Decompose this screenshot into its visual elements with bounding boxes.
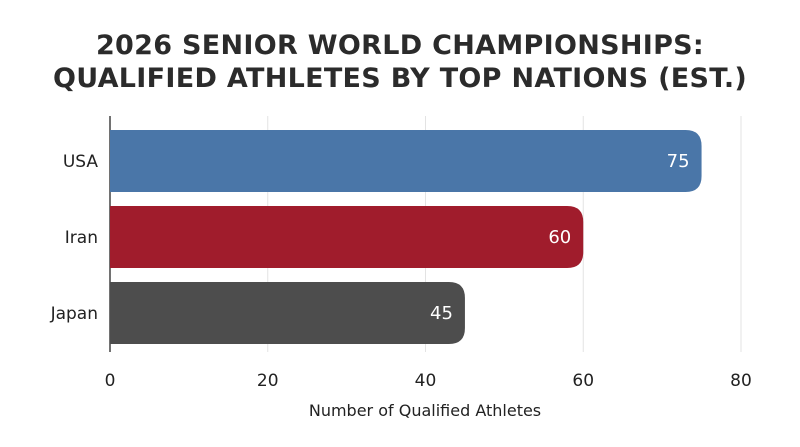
bar-usa (110, 130, 702, 192)
category-label-usa: USA (63, 152, 99, 172)
x-tick-label-60: 60 (572, 371, 594, 391)
bar-japan (110, 282, 465, 344)
x-tick-label-20: 20 (257, 371, 279, 391)
category-labels: USA Iran Japan (50, 152, 99, 324)
x-tick-label-40: 40 (415, 371, 437, 391)
bar-iran (110, 206, 584, 268)
category-label-iran: Iran (65, 228, 98, 248)
chart-title-line-1: 2026 SENIOR WORLD CHAMPIONSHIPS: (95, 30, 705, 61)
value-label-iran: 60 (548, 227, 571, 248)
x-tick-label-0: 0 (105, 371, 116, 391)
x-tick-label-80: 80 (730, 371, 752, 391)
x-tick-labels: 0 20 40 60 80 (105, 371, 752, 391)
x-axis-label: Number of Qualified Athletes (309, 401, 541, 420)
bars: 75 60 45 (110, 130, 702, 344)
value-label-japan: 45 (430, 303, 453, 324)
chart-title-line-2: QUALIFIED ATHLETES BY TOP NATIONS (EST.) (52, 63, 748, 94)
category-label-japan: Japan (50, 304, 98, 324)
value-label-usa: 75 (667, 151, 690, 172)
